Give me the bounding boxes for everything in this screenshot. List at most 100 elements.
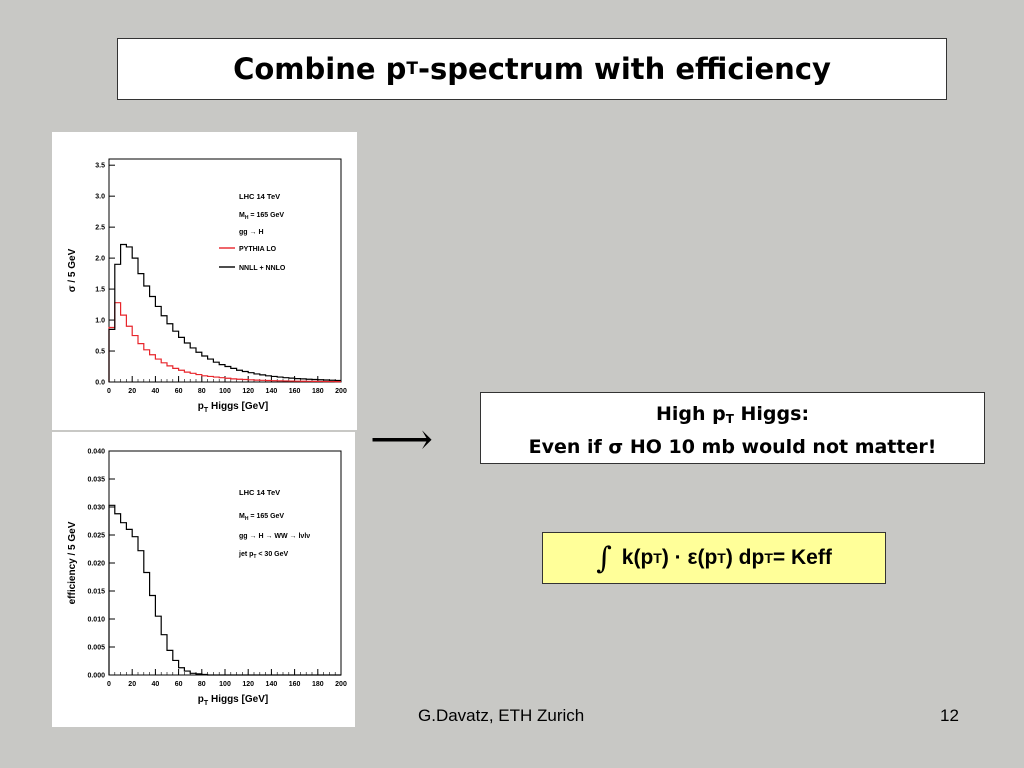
- integral-icon: ∫: [596, 540, 612, 576]
- annotation-jet-veto: jet pT < 30 GeV: [238, 551, 288, 560]
- note-line-2-a: Even if: [528, 436, 609, 458]
- legend-label: PYTHIA LO: [239, 246, 277, 253]
- efficiency-plot: 0 20 40 60 80 100 120 140 160 180 200 0.000 0.005 0.0…: [67, 449, 347, 708]
- high-pt-note: High pT Higgs: Even if σ HO 10 mb would …: [480, 392, 985, 464]
- x-tick-label: 160: [289, 681, 301, 688]
- note-line-1-b: Higgs:: [733, 403, 810, 425]
- annotation-mass-m: M: [239, 513, 245, 520]
- x-tick-label: 120: [242, 681, 254, 688]
- formula-end: ) dp: [725, 546, 765, 569]
- y-tick-label: 0.035: [87, 477, 105, 484]
- x-tick-label: 80: [198, 681, 206, 688]
- sigma-symbol: σ: [608, 436, 624, 458]
- legend-label: NNLL + NNLO: [239, 265, 286, 272]
- y-tick-label: 0.040: [87, 449, 105, 456]
- y-tick-label: 0.030: [87, 505, 105, 512]
- formula-sub-2: T: [717, 550, 726, 566]
- formula-sub-3: T: [764, 550, 773, 566]
- y-axis-label: efficiency / 5 GeV: [67, 521, 78, 604]
- footer-author: G.Davatz, ETH Zurich: [418, 706, 585, 725]
- x-tick-label: 120: [242, 388, 254, 395]
- note-line-1-a: High p: [655, 403, 726, 425]
- x-tick-label: 140: [266, 388, 278, 395]
- formula-mid: ) · ε(p: [661, 546, 718, 569]
- x-axis-label-main: p: [198, 694, 204, 705]
- annotation-jet-main: jet p: [238, 551, 253, 558]
- annotation-mass-value: = 165 GeV: [248, 212, 284, 219]
- note-line-1: High pT Higgs:: [481, 400, 984, 433]
- formula-eq: = K: [772, 546, 807, 569]
- series-line: [108, 243, 341, 382]
- title-main: Combine p: [233, 52, 407, 86]
- annotation-mass-sub: H: [245, 516, 249, 522]
- x-axis-label-sub: T: [204, 700, 209, 707]
- y-tick-label: 0.5: [95, 349, 105, 356]
- y-tick-label: 0.000: [87, 673, 105, 680]
- right-arrow-icon: ⟶: [370, 414, 434, 465]
- annotation-energy: LHC 14 TeV: [239, 488, 280, 497]
- y-tick-label: 2.5: [95, 225, 105, 232]
- note-line-1-sub: T: [725, 412, 734, 426]
- page-number: 12: [940, 706, 959, 725]
- formula-sub-1: T: [653, 550, 662, 566]
- efficiency-plot-panel: 0 20 40 60 80 100 120 140 160 180 200 0.000 0.005 0.0…: [52, 432, 355, 727]
- slide-title: Combine p T -spectrum with efficiency: [117, 38, 947, 100]
- annotation-mass-m: M: [239, 212, 245, 219]
- x-tick-label: 20: [128, 388, 136, 395]
- title-rest: -spectrum with efficiency: [417, 52, 831, 86]
- sigma-plot-panel: 0 20 40 60 80 100 120 140 160 180 200 0.0 0.5 1.0 1.5 2…: [52, 132, 357, 430]
- y-tick-label: 0.025: [87, 533, 105, 540]
- y-tick-label: 0.010: [87, 617, 105, 624]
- y-tick-label: 1.5: [95, 287, 105, 294]
- note-line-2: Even if σ HO 10 mb would not matter!: [481, 433, 984, 461]
- formula-k: k(p: [621, 546, 654, 569]
- x-tick-label: 0: [107, 388, 111, 395]
- x-tick-label: 0: [107, 681, 111, 688]
- annotation-energy: LHC 14 TeV: [239, 192, 280, 201]
- annotation-mass: MH = 165 GeV: [239, 513, 284, 522]
- x-tick-label: 140: [266, 681, 278, 688]
- y-tick-label: 1.0: [95, 318, 105, 325]
- y-tick-label: 0.0: [95, 380, 105, 387]
- x-tick-label: 200: [335, 681, 347, 688]
- y-tick-label: 2.0: [95, 256, 105, 263]
- formula-sub-4: eff: [806, 546, 832, 569]
- x-axis-label-sub: T: [204, 407, 209, 414]
- annotation-mass-sub: H: [245, 215, 249, 221]
- x-axis-label-rest: Higgs [GeV]: [208, 401, 268, 412]
- annotation-jet-sub: T: [253, 554, 256, 560]
- annotation-jet-rest: < 30 GeV: [256, 551, 288, 558]
- y-tick-label: 0.020: [87, 561, 105, 568]
- sigma-plot: 0 20 40 60 80 100 120 140 160 180 200 0.0 0.5 1.0 1.5 2…: [67, 158, 347, 414]
- x-axis-label: pT Higgs [GeV]: [198, 694, 268, 707]
- annotation-mass: MH = 165 GeV: [239, 212, 284, 221]
- x-tick-label: 60: [175, 681, 183, 688]
- x-tick-label: 20: [128, 681, 136, 688]
- annotation-process: gg → H → WW → lνlν: [239, 533, 310, 540]
- series-line: [108, 302, 341, 383]
- y-tick-label: 3.0: [95, 194, 105, 201]
- x-tick-label: 160: [289, 388, 301, 395]
- x-tick-label: 180: [312, 388, 324, 395]
- x-tick-label: 80: [198, 388, 206, 395]
- x-tick-label: 40: [152, 388, 160, 395]
- y-tick-label: 0.015: [87, 589, 105, 596]
- y-tick-label: 0.005: [87, 645, 105, 652]
- series-line: [108, 504, 341, 676]
- x-tick-label: 40: [152, 681, 160, 688]
- x-axis-label-rest: Higgs [GeV]: [208, 694, 268, 705]
- y-axis-label: σ / 5 GeV: [67, 248, 78, 292]
- annotation-process: gg → H: [239, 229, 264, 236]
- x-tick-label: 200: [335, 388, 347, 395]
- x-tick-label: 100: [219, 388, 231, 395]
- x-axis-label: pT Higgs [GeV]: [198, 401, 268, 414]
- x-tick-label: 180: [312, 681, 324, 688]
- title-sub: T: [406, 59, 418, 79]
- note-line-2-b: HO 10 mb would not matter!: [623, 436, 937, 458]
- y-tick-label: 3.5: [95, 163, 105, 170]
- x-tick-label: 60: [175, 388, 183, 395]
- annotation-mass-value: = 165 GeV: [248, 513, 284, 520]
- x-axis-label-main: p: [198, 401, 204, 412]
- x-tick-label: 100: [219, 681, 231, 688]
